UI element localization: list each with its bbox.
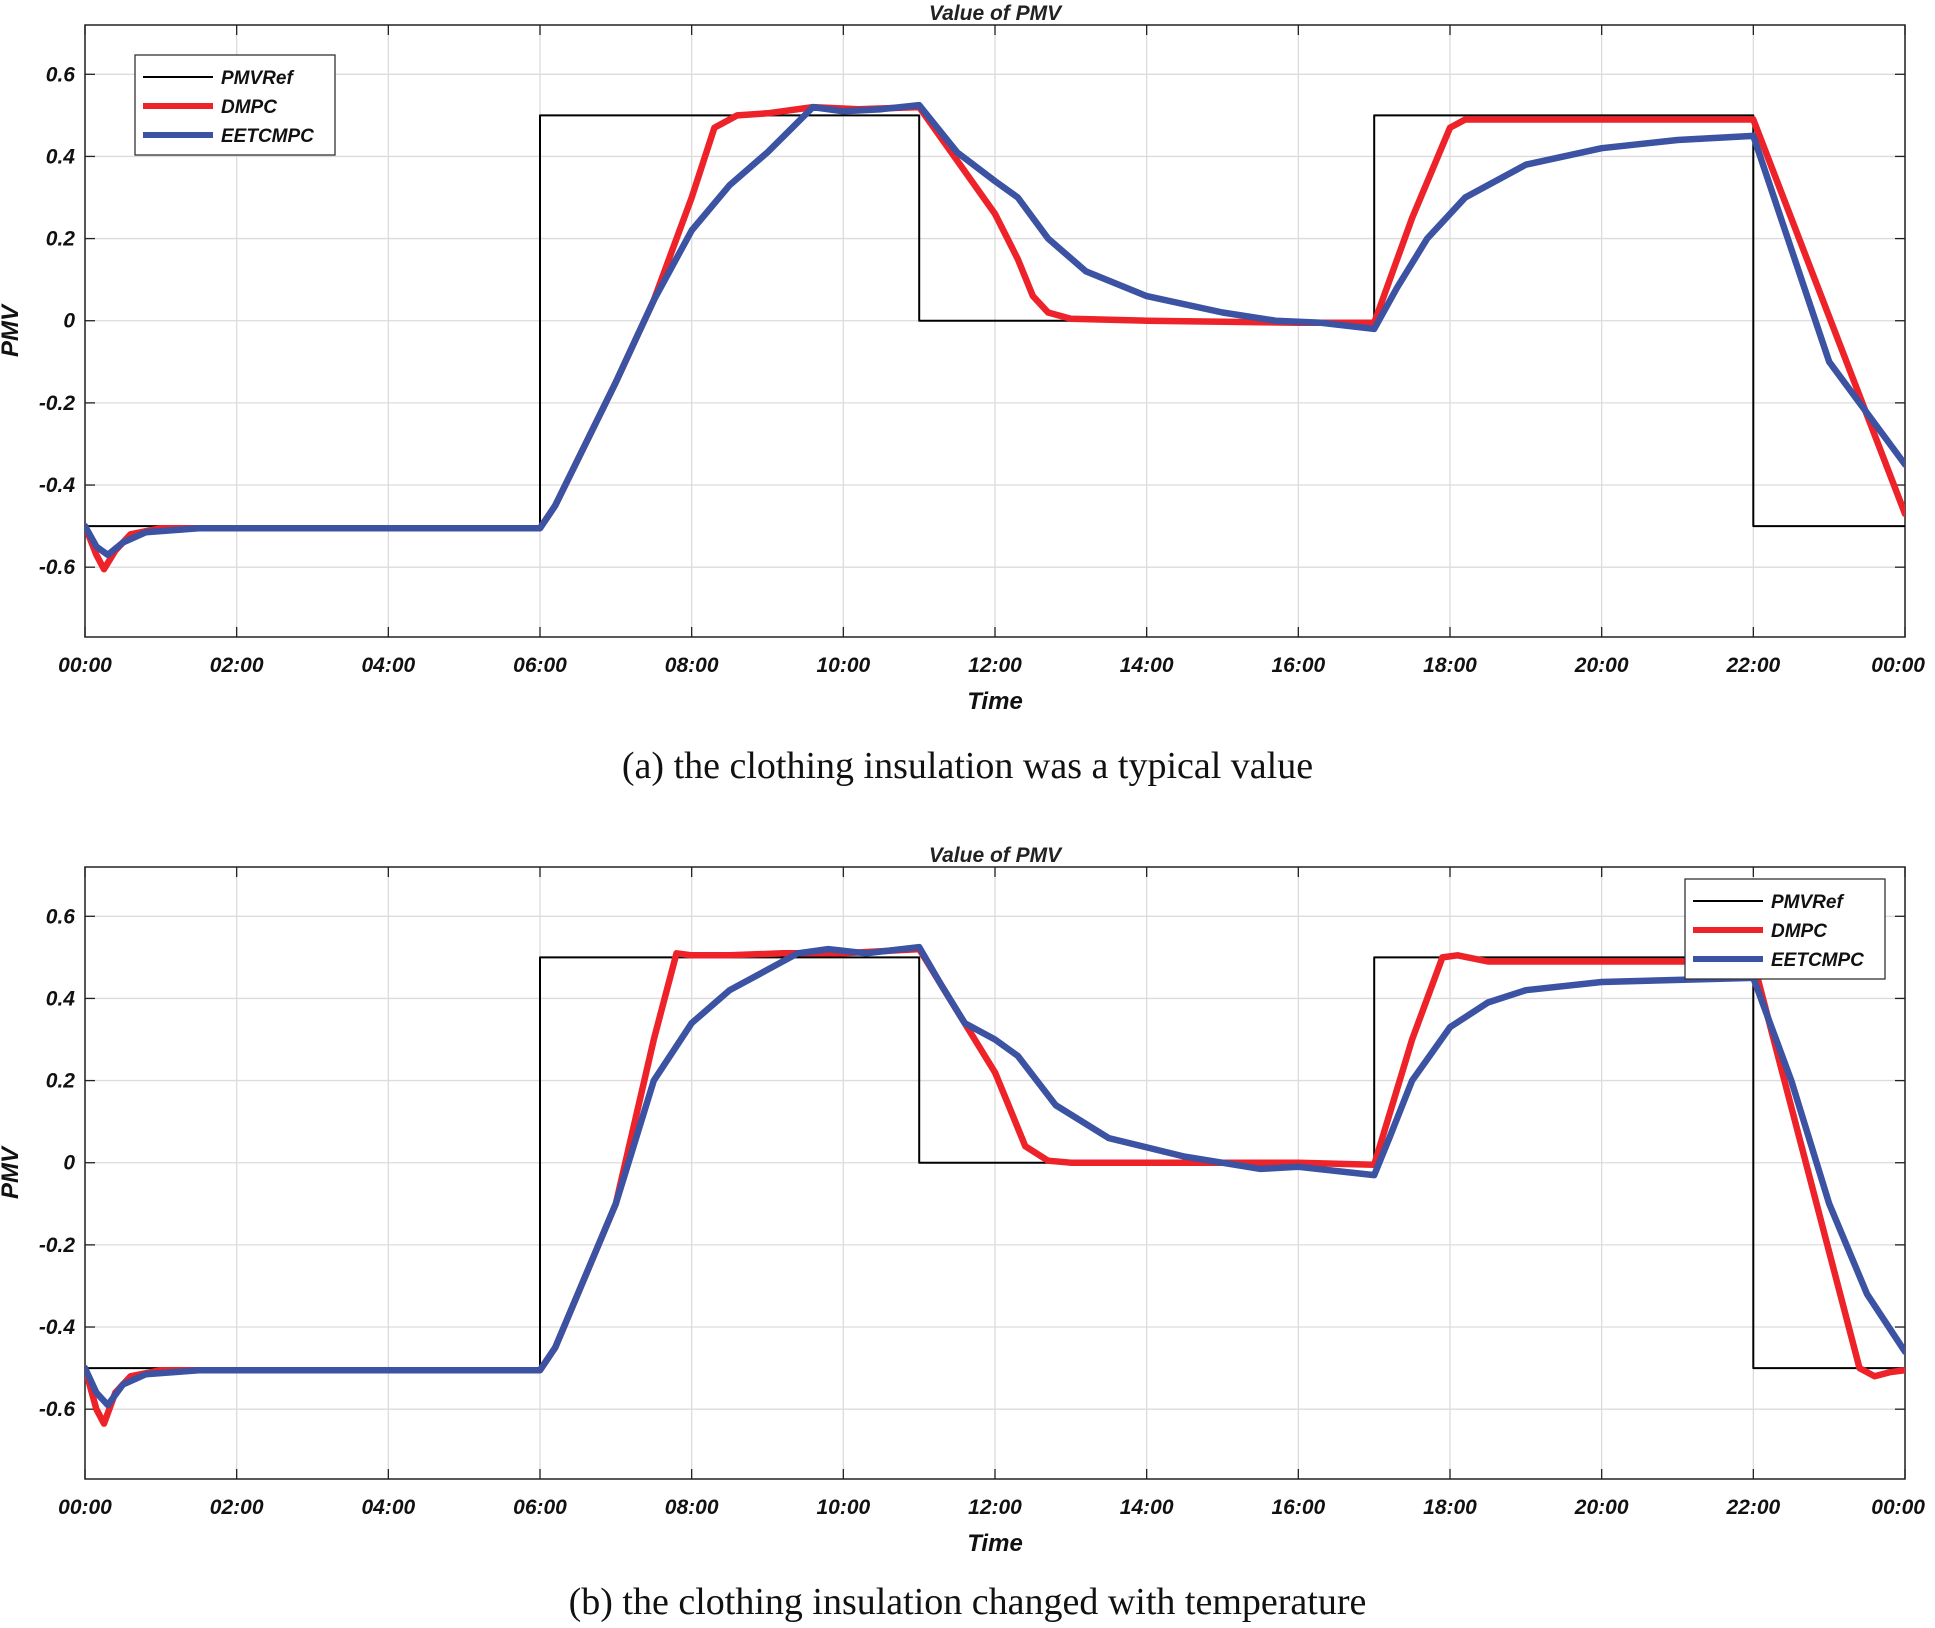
y-tick-label: -0.6 [39, 556, 76, 579]
x-tick-label: 16:00 [1271, 654, 1325, 677]
series-line-eetcmpc [85, 101, 1905, 559]
chart-a-svg: 00:00 02:00 04:00 06:00 08:00 10:00 12:00 14:00… [0, 2, 1925, 715]
y-tick-label: 0.6 [46, 905, 76, 928]
series-line-eetcmpc [85, 943, 1905, 1409]
legend-label-pmvref: PMVRef [221, 68, 294, 89]
x-tick-label: 14:00 [1120, 654, 1174, 677]
x-tick-label: 12:00 [968, 654, 1022, 677]
x-tick-label: 20:00 [1574, 654, 1629, 677]
x-tick-label: 00:00 [58, 1496, 112, 1519]
x-tick-label: 10:00 [816, 1496, 870, 1519]
legend-label-pmvref: PMVRef [1771, 892, 1844, 913]
x-tick-label: 00:00 [1871, 654, 1925, 677]
x-tick-label: 18:00 [1423, 654, 1477, 677]
x-tick-label: 10:00 [816, 654, 870, 677]
y-tick-label: 0 [63, 1152, 75, 1175]
y-tick-label: -0.2 [39, 1234, 76, 1257]
x-tick-label: 00:00 [1871, 1496, 1925, 1519]
x-tick-label: 18:00 [1423, 1496, 1477, 1519]
x-tick-label: 14:00 [1120, 1496, 1174, 1519]
x-tick-label: 04:00 [361, 654, 415, 677]
y-axis-label: PMV [0, 1145, 24, 1199]
legend-label-eetcmpc: EETCMPC [1771, 950, 1864, 971]
x-tick-label: 16:00 [1271, 1496, 1325, 1519]
x-tick-label: 08:00 [665, 654, 719, 677]
x-tick-label: 00:00 [58, 654, 112, 677]
x-tick-label: 22:00 [1725, 654, 1780, 677]
x-tick-label: 06:00 [513, 654, 567, 677]
y-tick-label: 0.6 [46, 63, 76, 86]
y-tick-label: -0.4 [39, 1316, 76, 1339]
legend-label-dmpc: DMPC [221, 97, 277, 118]
y-tick-label: -0.4 [39, 474, 76, 497]
x-axis-label: Time [967, 1530, 1023, 1557]
y-tick-label: 0.4 [46, 145, 76, 168]
x-tick-label: 20:00 [1574, 1496, 1629, 1519]
legend: PMVRef DMPC EETCMPC [1684, 878, 1886, 980]
x-tick-label: 02:00 [210, 1496, 264, 1519]
y-tick-label: -0.6 [39, 1398, 76, 1421]
chart-panel-a: 00:00 02:00 04:00 06:00 08:00 10:00 12:00 14:00… [0, 0, 1935, 730]
caption-a: (a) the clothing insulation was a typica… [621, 745, 1314, 787]
x-tick-label: 06:00 [513, 1496, 567, 1519]
chart-title: Value of PMV [929, 2, 1063, 25]
y-axis-label: PMV [0, 303, 24, 357]
y-tick-label: 0.2 [46, 1070, 76, 1093]
caption-b: (b) the clothing insulation changed with… [568, 1581, 1367, 1623]
x-tick-label: 12:00 [968, 1496, 1022, 1519]
chart-title: Value of PMV [929, 844, 1063, 867]
y-tick-label: -0.2 [39, 392, 76, 415]
y-tick-label: 0 [63, 310, 75, 333]
y-tick-label: 0.2 [46, 228, 76, 251]
legend-label-eetcmpc: EETCMPC [221, 126, 314, 147]
legend: PMVRef DMPC EETCMPC [134, 54, 336, 156]
chart-panel-b: 00:00 02:00 04:00 06:00 08:00 10:00 12:00 14:00… [0, 842, 1935, 1572]
chart-b-svg: 00:00 02:00 04:00 06:00 08:00 10:00 12:00 14:00… [0, 844, 1925, 1557]
x-tick-label: 02:00 [210, 654, 264, 677]
x-tick-label: 04:00 [361, 1496, 415, 1519]
x-tick-label: 22:00 [1725, 1496, 1780, 1519]
legend-label-dmpc: DMPC [1771, 921, 1827, 942]
x-axis-label: Time [967, 688, 1023, 715]
y-tick-label: 0.4 [46, 987, 76, 1010]
x-tick-label: 08:00 [665, 1496, 719, 1519]
